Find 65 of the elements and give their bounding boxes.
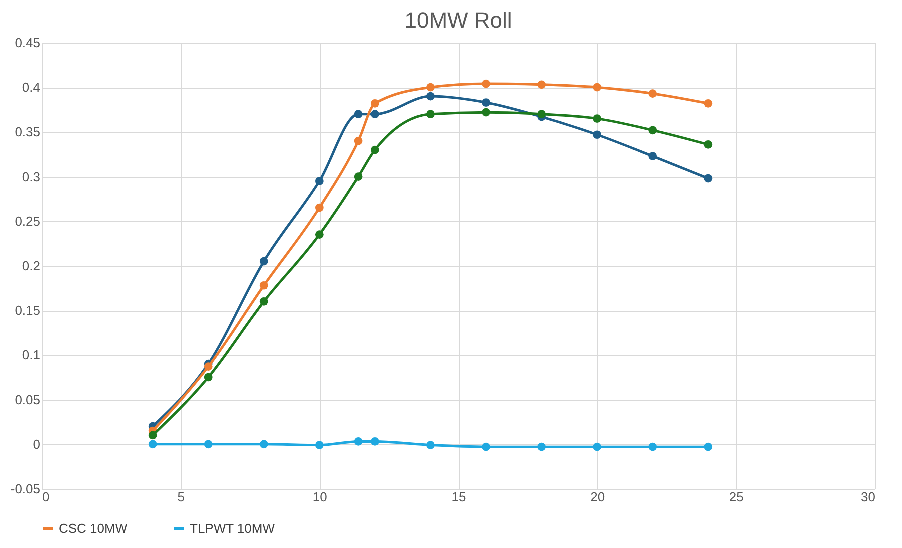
point xyxy=(648,90,658,98)
point xyxy=(315,441,324,450)
point xyxy=(354,136,363,146)
point xyxy=(648,126,658,135)
point xyxy=(204,440,213,449)
point xyxy=(426,92,435,101)
point xyxy=(482,442,490,452)
point xyxy=(593,442,602,452)
point xyxy=(482,98,490,107)
point xyxy=(315,204,324,212)
point xyxy=(426,110,435,119)
point xyxy=(204,362,213,371)
y-tick-label: 0.2 xyxy=(22,258,40,274)
point xyxy=(538,110,546,119)
point xyxy=(371,110,380,119)
point xyxy=(260,440,268,449)
point xyxy=(704,442,713,452)
point xyxy=(204,373,213,382)
y-tick-label: 0.45 xyxy=(15,36,40,50)
point xyxy=(148,440,158,449)
point xyxy=(482,108,490,117)
point xyxy=(538,80,546,90)
point xyxy=(538,442,546,452)
point xyxy=(704,174,713,183)
point xyxy=(148,431,158,440)
x-tick-label: 5 xyxy=(178,490,185,504)
point xyxy=(354,110,363,119)
point xyxy=(482,80,490,88)
point xyxy=(593,130,602,140)
y-tick-label: -0.05 xyxy=(10,482,40,496)
point xyxy=(260,281,268,290)
point xyxy=(426,441,435,450)
y-tick-label: 0.1 xyxy=(22,348,40,363)
point xyxy=(260,257,268,266)
x-tick-label: 30 xyxy=(861,490,876,504)
x-tick-label: 0 xyxy=(42,490,50,504)
y-tick-label: 0.15 xyxy=(15,303,40,318)
chart-title: 10MW Roll xyxy=(404,8,512,33)
x-tick-label: 20 xyxy=(590,490,606,504)
y-tick-label: 0.35 xyxy=(15,124,40,140)
y-tick-label: 0.25 xyxy=(15,214,40,229)
point xyxy=(354,172,363,181)
point xyxy=(704,99,713,108)
point xyxy=(260,298,268,306)
point xyxy=(648,442,658,452)
point xyxy=(354,438,363,446)
point xyxy=(593,83,602,92)
point xyxy=(426,83,435,92)
x-tick-label: 25 xyxy=(729,490,744,504)
point xyxy=(593,114,602,123)
point xyxy=(315,177,324,186)
point xyxy=(371,438,380,446)
point xyxy=(648,152,658,160)
point xyxy=(704,140,713,149)
y-tick-label: 0.4 xyxy=(22,80,40,96)
legend-label: TLPWT 10MW xyxy=(190,520,276,536)
point xyxy=(371,99,380,108)
legend-label: CSC 10MW xyxy=(59,520,128,536)
y-tick-label: 0.3 xyxy=(22,169,40,184)
x-tick-label: 10 xyxy=(312,490,328,504)
y-tick-label: 0.05 xyxy=(15,392,40,408)
y-tick-label: 0 xyxy=(33,436,40,452)
point xyxy=(315,230,324,239)
x-tick-label: 15 xyxy=(452,490,466,504)
point xyxy=(371,146,380,154)
